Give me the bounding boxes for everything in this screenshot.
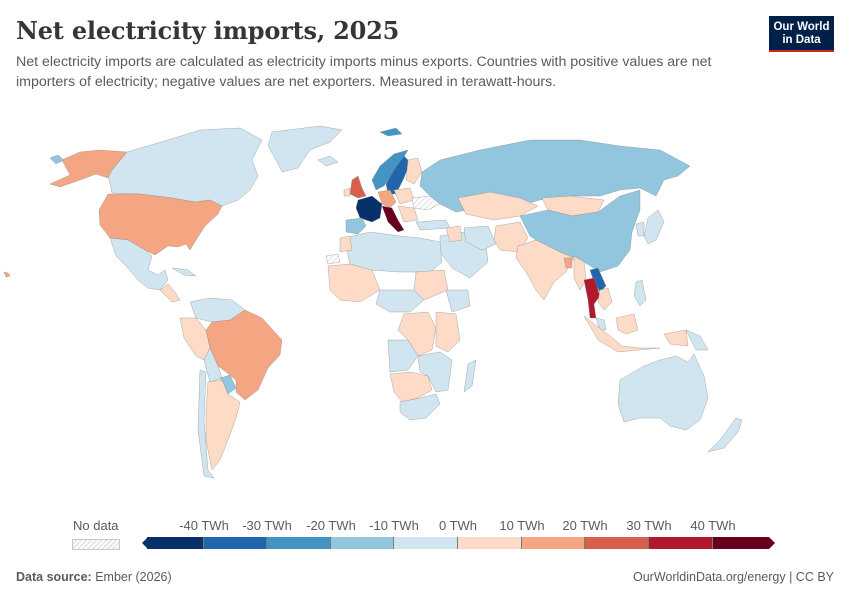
country-angola[interactable] xyxy=(387,339,419,373)
country-malaysia[interactable] xyxy=(595,317,607,331)
country-myanmar[interactable] xyxy=(573,255,587,291)
country-svalbard[interactable] xyxy=(379,127,403,137)
legend-bin-20-30[interactable] xyxy=(585,537,649,549)
country-united-kingdom[interactable] xyxy=(349,175,367,199)
country-kazakhstan[interactable] xyxy=(457,191,539,221)
footer-link[interactable]: OurWorldinData.org/energy | CC BY xyxy=(632,570,834,584)
data-source-label: Data source: xyxy=(16,570,92,584)
chart-subtitle: Net electricity imports are calculated a… xyxy=(16,54,712,90)
legend-tick: 30 TWh xyxy=(626,518,672,533)
legend-bin-10-20[interactable] xyxy=(522,537,585,549)
country-canada[interactable] xyxy=(107,127,263,207)
legend-arrow-left-icon xyxy=(142,537,148,549)
legend-tick: 10 TWh xyxy=(499,518,545,533)
country-papua-new-guinea[interactable] xyxy=(685,329,709,351)
country-ethiopia[interactable] xyxy=(445,289,471,313)
country-morocco[interactable] xyxy=(339,235,353,253)
country-namibia-botswana[interactable] xyxy=(389,371,433,403)
country-borneo[interactable] xyxy=(615,313,639,335)
no-data-swatch xyxy=(72,539,120,550)
country-usa-hawaii[interactable] xyxy=(3,271,11,278)
country-vietnam-cambodia[interactable] xyxy=(597,287,613,311)
country-russia-chukotka[interactable] xyxy=(49,154,65,165)
country-india[interactable] xyxy=(515,239,575,301)
country-balkans[interactable] xyxy=(397,205,419,223)
country-west-africa[interactable] xyxy=(327,263,381,303)
country-madagascar[interactable] xyxy=(463,359,477,393)
country-turkey[interactable] xyxy=(415,219,451,231)
country-sudan[interactable] xyxy=(413,269,449,301)
legend-bin-minus40-minus30[interactable] xyxy=(204,537,267,549)
legend-arrow-right-icon xyxy=(769,537,775,549)
country-ukraine[interactable] xyxy=(411,195,441,211)
color-legend: No data -40 TWh -30 TWh -20 TWh -10 TWh … xyxy=(0,515,850,555)
country-bangladesh[interactable] xyxy=(563,257,573,269)
logo-line-1: Our World xyxy=(773,21,830,33)
country-argentina[interactable] xyxy=(205,379,241,471)
country-spain[interactable] xyxy=(345,217,367,235)
logo-line-2: in Data xyxy=(782,34,821,46)
country-brazil[interactable] xyxy=(205,309,283,401)
country-peru-ecuador[interactable] xyxy=(179,317,211,361)
country-zambia-mozambique[interactable] xyxy=(417,351,453,393)
no-data-label: No data xyxy=(73,518,119,533)
country-ireland[interactable] xyxy=(343,187,351,197)
legend-tick: 20 TWh xyxy=(562,518,608,533)
data-source: Data source: Ember (2026) xyxy=(16,570,172,584)
country-new-guinea-west[interactable] xyxy=(663,329,689,347)
legend-bin-minus30-minus20[interactable] xyxy=(267,537,331,549)
country-italy[interactable] xyxy=(381,205,405,233)
legend-tick: 40 TWh xyxy=(690,518,736,533)
legend-bin-gt-40[interactable] xyxy=(713,537,769,549)
country-iran[interactable] xyxy=(463,225,497,251)
country-germany[interactable] xyxy=(377,189,397,209)
legend-bin-0-10[interactable] xyxy=(458,537,522,549)
country-philippines[interactable] xyxy=(633,279,647,307)
legend-bin-lt-minus40[interactable] xyxy=(147,537,204,549)
country-iceland[interactable] xyxy=(317,155,339,167)
legend-tick: -10 TWh xyxy=(369,518,419,533)
country-drc[interactable] xyxy=(397,311,437,357)
country-chile[interactable] xyxy=(197,369,215,479)
legend-bin-minus10-0[interactable] xyxy=(394,537,458,549)
country-new-zealand[interactable] xyxy=(707,417,743,453)
country-central-africa[interactable] xyxy=(375,289,425,313)
country-korea[interactable] xyxy=(635,221,645,237)
country-poland-central[interactable] xyxy=(393,187,415,205)
legend-tick: -20 TWh xyxy=(306,518,356,533)
country-australia[interactable] xyxy=(617,353,709,431)
country-south-africa[interactable] xyxy=(399,393,441,421)
country-cuba[interactable] xyxy=(171,267,197,277)
country-western-sahara[interactable] xyxy=(325,253,341,265)
country-finland[interactable] xyxy=(405,157,423,185)
country-mexico[interactable] xyxy=(109,237,169,291)
chart-title: Net electricity imports, 2025 xyxy=(16,16,400,45)
country-iraq[interactable] xyxy=(445,225,463,243)
country-japan[interactable] xyxy=(643,209,665,245)
legend-tick: -30 TWh xyxy=(242,518,292,533)
country-central-america[interactable] xyxy=(159,283,181,303)
country-east-africa[interactable] xyxy=(435,311,461,353)
country-indonesia[interactable] xyxy=(583,315,661,353)
legend-tick: 0 TWh xyxy=(438,518,478,533)
data-source-value[interactable]: Ember (2026) xyxy=(95,570,172,584)
country-france[interactable] xyxy=(355,195,383,223)
country-north-africa[interactable] xyxy=(343,231,443,273)
country-thailand[interactable] xyxy=(583,277,601,319)
legend-bin-30-40[interactable] xyxy=(649,537,713,549)
world-map[interactable] xyxy=(0,110,850,510)
owid-logo[interactable]: Our World in Data xyxy=(769,16,834,52)
legend-tick: -40 TWh xyxy=(179,518,229,533)
country-greenland[interactable] xyxy=(267,125,343,173)
country-bolivia[interactable] xyxy=(203,347,223,383)
country-usa-alaska[interactable] xyxy=(49,149,128,188)
legend-bin-minus20-minus10[interactable] xyxy=(331,537,394,549)
